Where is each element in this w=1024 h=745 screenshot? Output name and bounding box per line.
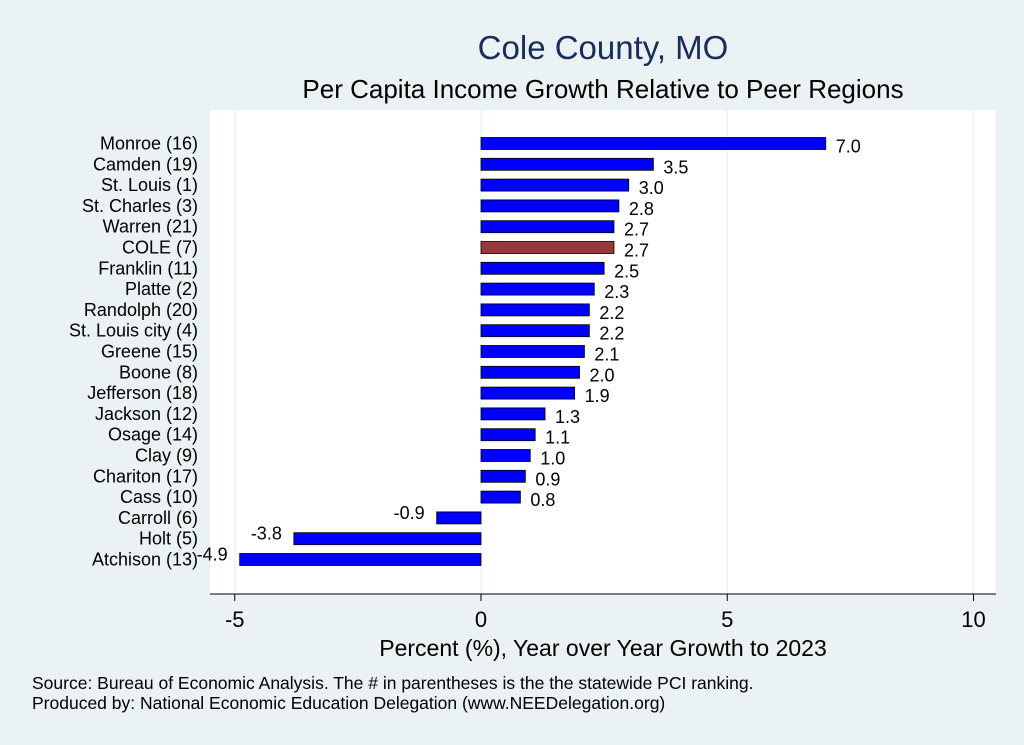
value-label: 1.0	[540, 449, 565, 469]
bar-9	[480, 324, 590, 338]
bar-1	[480, 157, 654, 171]
bar-13	[480, 407, 546, 421]
category-label: Warren (21)	[103, 217, 198, 237]
bar-10	[480, 345, 585, 358]
category-label: St. Louis (1)	[101, 175, 198, 195]
bar-7	[480, 282, 595, 296]
value-label: 3.5	[663, 157, 688, 177]
category-label: Franklin (11)	[98, 258, 198, 278]
value-label: 2.0	[590, 365, 615, 385]
category-label: COLE (7)	[122, 238, 198, 258]
value-label: 0.8	[530, 490, 555, 510]
x-tick-label: -5	[225, 607, 245, 632]
bar-14	[480, 428, 536, 442]
value-label: 1.1	[545, 428, 570, 448]
value-labels: 7.03.53.02.82.72.72.52.32.22.22.12.01.91…	[197, 137, 861, 565]
x-axis-ticks: -5 0 5 10	[225, 594, 986, 632]
bar-17	[480, 490, 521, 504]
value-label: 2.2	[599, 324, 624, 344]
bar-12	[480, 386, 575, 400]
chart-subtitle: Per Capita Income Growth Relative to Pee…	[302, 74, 903, 104]
category-label: St. Charles (3)	[82, 196, 198, 216]
category-label: Chariton (17)	[93, 466, 198, 486]
bar-4	[480, 220, 615, 234]
value-label: 7.0	[836, 137, 861, 157]
value-label: 2.7	[624, 241, 649, 261]
category-label: Jackson (12)	[95, 404, 198, 424]
category-label: Holt (5)	[139, 529, 198, 549]
category-label: Clay (9)	[135, 446, 198, 466]
category-label: Greene (15)	[101, 342, 198, 362]
bar-16	[480, 469, 526, 483]
category-label: Atchison (13)	[92, 550, 198, 570]
bar-20	[239, 553, 482, 566]
value-label: 0.9	[535, 469, 560, 489]
category-label: St. Louis city (4)	[69, 321, 198, 341]
category-label: Randolph (20)	[84, 300, 198, 320]
bar-3	[480, 199, 620, 213]
bar-6	[480, 261, 605, 275]
x-tick-label: 5	[721, 607, 733, 632]
value-label: 1.3	[555, 407, 580, 427]
bar-8	[480, 303, 590, 317]
bars	[239, 137, 827, 566]
bar-19	[293, 532, 482, 546]
bar-18	[436, 511, 482, 525]
category-label: Monroe (16)	[100, 134, 198, 154]
value-label: -0.9	[394, 503, 425, 523]
category-label: Platte (2)	[125, 279, 198, 299]
value-label: -4.9	[197, 545, 228, 565]
source-note: Source: Bureau of Economic Analysis. The…	[32, 673, 753, 693]
category-label: Cass (10)	[120, 487, 198, 507]
value-label: -3.8	[251, 524, 282, 544]
bar-2	[480, 178, 630, 192]
bar-11	[480, 365, 580, 379]
category-labels: Monroe (16)Camden (19)St. Louis (1)St. C…	[69, 134, 198, 570]
value-label: 3.0	[639, 178, 664, 198]
value-label: 2.2	[599, 303, 624, 323]
category-label: Boone (8)	[119, 362, 198, 382]
bar-5	[480, 241, 615, 254]
value-label: 2.1	[594, 345, 619, 365]
value-label: 2.3	[604, 282, 629, 302]
chart-title: Cole County, MO	[478, 29, 729, 66]
value-label: 2.8	[629, 199, 654, 219]
category-label: Carroll (6)	[118, 508, 198, 528]
value-label: 2.5	[614, 261, 639, 281]
bar-15	[480, 449, 531, 462]
category-label: Osage (14)	[108, 425, 198, 445]
x-tick-label: 0	[475, 607, 487, 632]
category-label: Jefferson (18)	[87, 383, 198, 403]
produced-by-note: Produced by: National Economic Education…	[32, 693, 665, 713]
bar-0	[480, 137, 827, 150]
value-label: 1.9	[585, 386, 610, 406]
x-tick-label: 10	[961, 607, 985, 632]
category-label: Camden (19)	[93, 154, 198, 174]
value-label: 2.7	[624, 220, 649, 240]
x-axis-label: Percent (%), Year over Year Growth to 20…	[379, 635, 827, 661]
